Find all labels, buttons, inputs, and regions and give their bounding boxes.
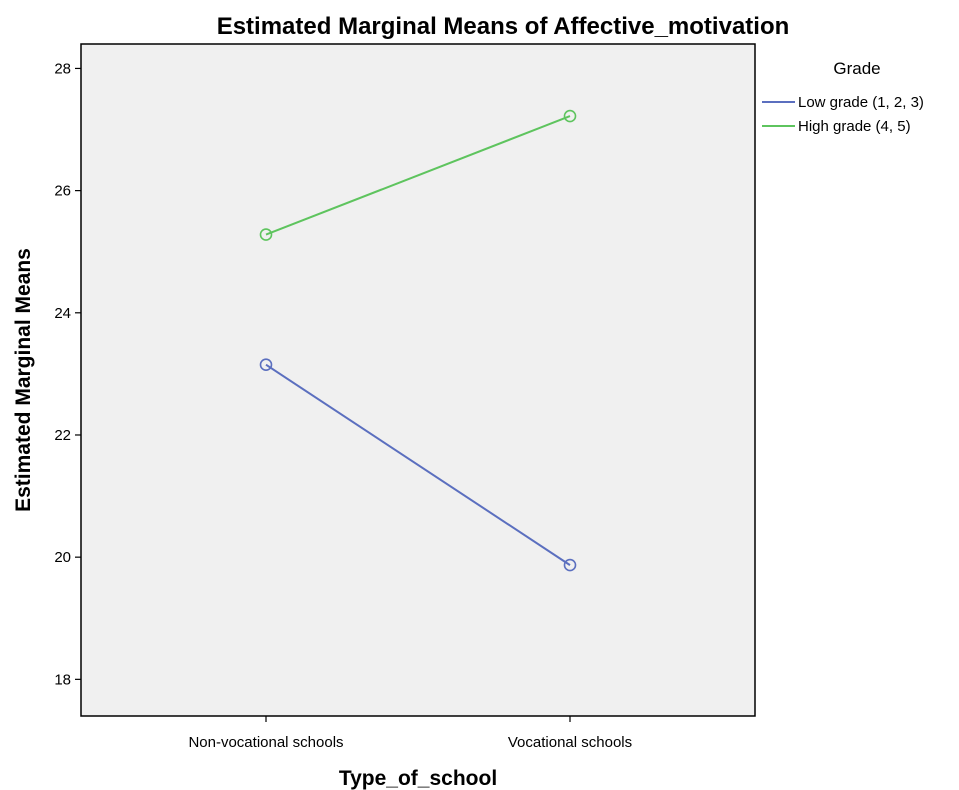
legend-title: Grade	[833, 59, 880, 78]
series-point	[259, 228, 273, 241]
series-layer	[259, 109, 577, 572]
plot-area	[80, 43, 756, 717]
y-axis-title: Estimated Marginal Means	[12, 248, 35, 512]
legend-label: High grade (4, 5)	[798, 118, 911, 135]
legend-label: Low grade (1, 2, 3)	[798, 94, 924, 111]
y-tick-label: 28	[54, 60, 71, 77]
series-point	[563, 109, 577, 123]
y-axis: 18 20 22 24 26 28	[54, 60, 81, 688]
legend: Grade Low grade (1, 2, 3) High grade (4, …	[762, 59, 924, 135]
series-line	[265, 363, 571, 566]
y-tick-label: 22	[54, 427, 71, 444]
y-tick-label: 20	[54, 549, 71, 566]
series-line	[265, 115, 571, 236]
x-axis-title: Type_of_school	[339, 767, 497, 790]
x-tick-label: Non-vocational schools	[188, 734, 343, 751]
y-tick-label: 26	[54, 183, 71, 200]
x-axis: Non-vocational schools Vocational schools	[188, 716, 632, 751]
x-tick-label: Vocational schools	[508, 734, 632, 751]
series-point	[259, 358, 273, 372]
chart-title: Estimated Marginal Means of Affective_mo…	[217, 13, 790, 40]
series-point	[563, 558, 577, 572]
y-tick-label: 24	[54, 305, 71, 322]
y-tick-label: 18	[54, 671, 71, 688]
